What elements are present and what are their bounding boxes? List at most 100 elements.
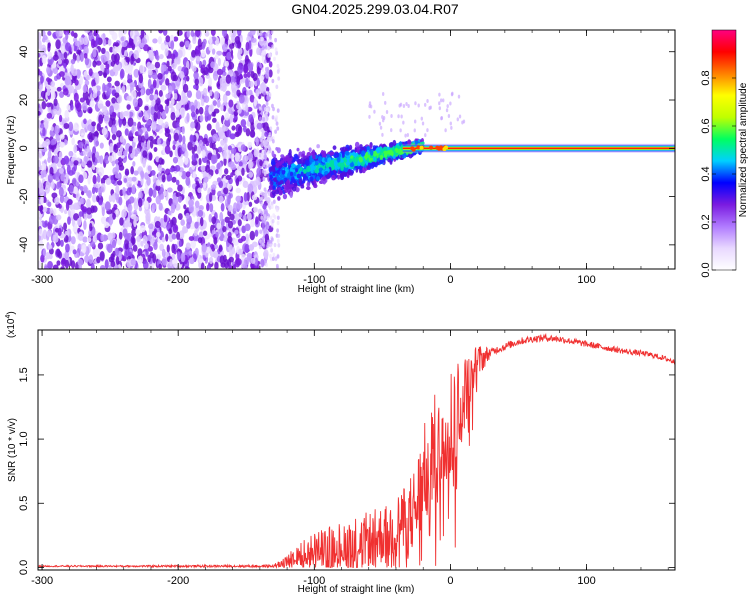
spectrogram-noise-mark — [190, 111, 196, 118]
spectrogram-noise-mark — [84, 57, 90, 66]
spectrogram-noise-mark — [142, 157, 146, 168]
spectrogram-noise-mark — [160, 84, 167, 91]
spectrogram-noise-mark — [253, 206, 259, 213]
spectrogram-noise-mark — [45, 138, 51, 146]
spectrogram-noise-mark — [75, 181, 80, 187]
spectrogram-noise-mark — [41, 146, 48, 153]
colorbar: 0.0 0.2 0.4 0.6 0.8 Normalized spectral ampl… — [700, 29, 749, 278]
spectrogram-signal-mark — [372, 150, 378, 157]
spectrogram-noise-mark — [198, 157, 202, 166]
spectrogram-noise-mark — [147, 246, 153, 252]
spectrogram-noise-mark — [188, 236, 195, 242]
spectrogram-noise-mark — [223, 187, 229, 195]
spectrogram-noise-mark — [59, 194, 65, 204]
spectrogram-noise-mark — [89, 100, 95, 108]
spectrogram-noise-mark — [137, 90, 141, 97]
spectrogram-noise-mark — [77, 231, 84, 241]
spectrogram-noise-mark — [253, 97, 257, 107]
snr-multiplier-exp: 4 — [5, 315, 12, 319]
spectrogram-noise-mark — [120, 36, 125, 42]
spectrogram-noise-mark — [124, 128, 129, 136]
spectrogram-noise-mark — [230, 172, 234, 178]
spectrogram-signal-mark — [321, 170, 325, 175]
spectrogram-signal-mark — [332, 145, 337, 150]
spectrogram-noise-mark — [236, 30, 242, 36]
spectrogram-noise-mark — [73, 92, 79, 103]
spectrogram-noise-mark — [190, 121, 196, 129]
spectrogram-noise-mark — [265, 90, 269, 96]
spectrogram-noise-mark — [247, 152, 254, 161]
spectrogram-noise-mark — [130, 258, 137, 266]
spectrogram-noise-mark — [265, 255, 268, 260]
spectrogram-signal-mark — [348, 144, 353, 151]
spectrogram-signal-mark — [276, 169, 280, 174]
spectrogram-noise-mark — [177, 65, 183, 72]
spectrogram-noise-mark — [244, 54, 249, 65]
spectrogram-noise-mark — [263, 150, 267, 155]
spectrogram-signal-mark — [296, 164, 301, 169]
spectrogram-noise-mark — [64, 75, 71, 86]
spectrogram-noise-mark — [38, 32, 42, 41]
spectrogram-noise-mark — [54, 196, 60, 205]
spectrogram-noise-mark — [222, 43, 228, 53]
spectrogram-noise-mark — [49, 207, 54, 214]
spectrogram-noise-mark — [126, 187, 132, 196]
spectrogram-noise-mark — [261, 236, 265, 242]
spectrogram-noise-mark — [94, 183, 101, 189]
spectrogram-noise-mark — [191, 49, 196, 58]
spectrogram-noise-mark — [92, 194, 97, 203]
spectrogram-signal-mark — [388, 142, 394, 148]
spectrogram-noise-mark — [209, 203, 214, 213]
spectrogram-noise-mark — [267, 144, 271, 150]
spectrogram-noise-mark — [177, 184, 183, 192]
spectrogram-noise-mark — [208, 77, 213, 87]
spectrogram-noise-mark — [110, 260, 116, 268]
spectrogram-noise-mark — [276, 69, 280, 74]
spectrogram-noise-mark — [52, 264, 59, 269]
spectrogram-noise-mark — [246, 71, 251, 78]
spectrogram-noise-mark — [250, 219, 255, 228]
spectrogram-noise-mark — [201, 50, 206, 58]
spectrogram-noise-mark — [137, 248, 143, 256]
spectrogram-noise-mark — [47, 51, 53, 60]
spectrogram-noise-mark — [66, 164, 71, 175]
spectrogram-noise-mark — [172, 224, 179, 233]
spectrogram-noise-mark — [118, 231, 123, 240]
spectrogram-noise-mark — [164, 121, 169, 129]
spectrogram-signal-mark — [343, 158, 348, 163]
spectrogram-noise-mark — [262, 203, 267, 210]
spectrogram-noise-mark — [250, 30, 256, 36]
spectrogram-noise-mark — [65, 32, 69, 41]
spectrogram-noise-mark — [195, 30, 201, 38]
spectrogram-noise-mark — [240, 144, 246, 152]
spectrogram-noise-mark — [255, 88, 260, 97]
spectrogram-noise-mark — [145, 247, 149, 258]
spectrogram-noise-mark — [269, 126, 273, 131]
spectrogram-noise-mark — [249, 62, 253, 72]
spectrogram-signal-mark — [446, 104, 449, 109]
spectrogram-noise-mark — [152, 202, 157, 210]
spectrogram-noise-mark — [73, 213, 80, 221]
spectrogram-signal-mark — [304, 176, 309, 181]
spectrogram-noise-mark — [199, 217, 204, 227]
spectrogram-noise-mark — [214, 54, 219, 60]
spectrogram-signal-mark — [321, 176, 327, 181]
spectrogram-noise-mark — [188, 199, 194, 207]
spectrogram-noise-mark — [40, 90, 46, 98]
spectrogram-noise-mark — [266, 66, 270, 72]
spectrogram-noise-mark — [214, 261, 219, 269]
spectrogram-noise-mark — [246, 89, 250, 97]
spectrogram-signal-mark — [309, 158, 315, 163]
spectrogram-signal-mark — [355, 156, 359, 162]
spectrogram-noise-mark — [180, 219, 185, 226]
spectrogram-noise-mark — [200, 98, 205, 107]
spectrogram-noise-mark — [236, 89, 241, 97]
spectrogram-noise-mark — [193, 71, 199, 80]
spectrogram-noise-mark — [42, 35, 48, 41]
spectrogram-noise-mark — [263, 171, 267, 177]
spectrogram-noise-mark — [251, 194, 258, 201]
spectrogram-ytick-label: 20 — [18, 94, 30, 106]
snr-ytick-label: 0.0 — [18, 560, 30, 575]
spectrogram-noise-mark — [259, 116, 262, 122]
spectrogram-noise-mark — [63, 51, 68, 59]
